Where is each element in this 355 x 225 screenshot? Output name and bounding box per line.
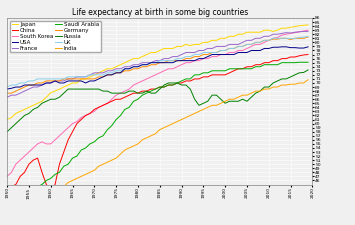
Line: South Korea: South Korea [7,30,308,176]
USA [97,78,101,80]
Germany [306,36,310,38]
India [171,122,175,125]
Line: France: France [7,32,308,97]
France [301,30,306,33]
Germany [262,39,267,42]
South Korea [306,29,310,32]
Russia [258,90,262,92]
Line: China: China [7,54,308,190]
India [262,88,267,90]
Japan [97,72,101,74]
India [5,224,9,225]
Line: USA: USA [7,47,308,89]
Germany [258,41,262,44]
Russia [306,69,310,71]
France [258,37,262,40]
Saudi Arabia [97,136,101,139]
France [75,76,79,78]
South Korea [75,120,79,123]
South Korea [262,41,267,44]
USA [5,88,9,90]
Line: Japan: Japan [7,25,308,119]
Germany [97,76,101,78]
UK [262,39,267,42]
China [97,106,101,109]
Germany [83,78,88,80]
Russia [171,82,175,84]
Japan [83,78,88,80]
Japan [306,24,310,26]
India [83,173,88,176]
Legend: Japan, China, South Korea, USA, France, Saudi Arabia, Germany, Russia, UK, India: Japan, China, South Korea, USA, France, … [10,21,101,52]
Russia [5,130,9,133]
Germany [5,92,9,94]
Saudi Arabia [5,203,9,206]
USA [280,45,284,48]
South Korea [171,68,175,70]
France [171,55,175,58]
Saudi Arabia [262,63,267,66]
Germany [171,59,175,62]
Line: Russia: Russia [7,70,308,132]
France [306,30,310,33]
USA [306,45,310,48]
Saudi Arabia [258,65,262,68]
Saudi Arabia [75,155,79,157]
Saudi Arabia [306,61,310,64]
Line: India: India [7,80,308,225]
UK [97,74,101,76]
India [97,165,101,168]
USA [75,80,79,82]
China [5,188,9,191]
Russia [97,88,101,90]
China [306,53,310,56]
Saudi Arabia [44,179,49,182]
India [258,90,262,92]
UK [258,41,262,44]
India [306,78,310,81]
Japan [171,47,175,50]
Russia [83,88,88,90]
Japan [5,118,9,121]
UK [5,86,9,88]
Japan [75,82,79,84]
Line: Germany: Germany [7,37,308,93]
UK [83,76,88,78]
Line: Saudi Arabia: Saudi Arabia [7,62,308,205]
Saudi Arabia [297,61,301,64]
South Korea [83,114,88,117]
Line: UK: UK [7,37,308,87]
France [5,96,9,99]
France [44,82,49,84]
Germany [75,78,79,80]
China [262,61,267,64]
South Korea [258,43,262,46]
China [258,63,262,66]
France [97,72,101,74]
USA [258,49,262,52]
China [83,114,88,117]
India [75,177,79,180]
UK [306,35,310,38]
USA [171,61,175,64]
USA [44,82,49,84]
Japan [258,31,262,34]
China [75,122,79,125]
Russia [75,88,79,90]
Saudi Arabia [171,84,175,86]
Title: Life expectancy at birth in some big countries: Life expectancy at birth in some big cou… [72,8,248,17]
UK [75,76,79,78]
South Korea [5,175,9,178]
China [171,84,175,86]
UK [171,59,175,62]
USA [262,47,267,50]
Russia [262,86,267,88]
Japan [262,29,267,32]
France [262,35,267,38]
South Korea [97,106,101,109]
